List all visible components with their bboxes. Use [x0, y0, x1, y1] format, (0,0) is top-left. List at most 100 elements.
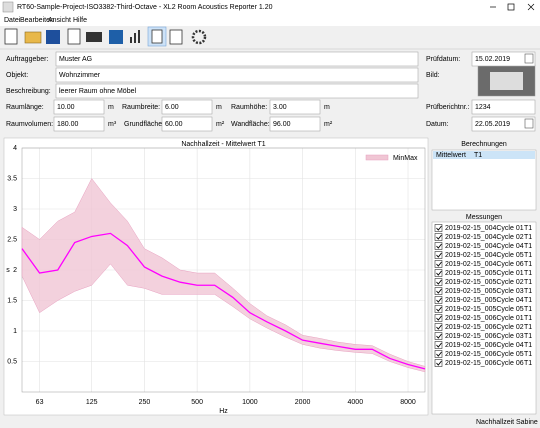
save-icon[interactable] [46, 30, 60, 44]
measurement-name[interactable]: 2019-02-15_004Cycle 01 [445, 225, 524, 232]
new-icon[interactable] [4, 28, 18, 45]
measurement-param[interactable]: T1 [524, 324, 532, 331]
x-tick-label: 500 [191, 399, 203, 406]
maximize[interactable] [507, 3, 515, 11]
measurement-param[interactable]: T1 [524, 225, 532, 232]
calculation-name[interactable]: Mittelwert [436, 152, 466, 159]
text-input[interactable] [55, 51, 419, 67]
measurement-param[interactable]: T1 [524, 252, 532, 259]
input-value: 60.00 [165, 121, 183, 128]
checkmark [436, 360, 442, 366]
print-icon[interactable] [86, 32, 102, 42]
field-label: Grundfläche: [124, 121, 164, 128]
menu-item[interactable]: Bearbeiten [20, 17, 54, 24]
field-label: Wandfläche: [231, 121, 270, 128]
checkbox[interactable] [434, 269, 443, 277]
app-icon [2, 1, 14, 13]
checkbox[interactable] [434, 242, 443, 250]
open-icon[interactable] [24, 31, 42, 44]
unit-label: m [216, 104, 222, 111]
checkbox[interactable] [434, 332, 443, 340]
menu-item[interactable]: Datei [4, 17, 21, 24]
x-tick-label: 1000 [242, 399, 258, 406]
measurement-name[interactable]: 2019-02-15_006Cycle 02 [445, 324, 524, 331]
table-icon[interactable] [169, 29, 183, 45]
measurement-param[interactable]: T1 [524, 360, 532, 367]
x-tick-label: 63 [36, 399, 44, 406]
checkbox[interactable] [434, 323, 443, 331]
x-tick-label: 2000 [295, 399, 311, 406]
title-bar [0, 0, 540, 14]
text-input[interactable] [53, 99, 105, 115]
field-label: Objekt: [6, 72, 28, 79]
text-input[interactable] [269, 99, 321, 115]
preview-icon[interactable] [67, 28, 81, 45]
checkbox[interactable] [434, 233, 443, 241]
menu-item[interactable]: Hilfe [73, 17, 87, 24]
checkbox[interactable] [434, 305, 443, 313]
checkbox[interactable] [434, 224, 443, 232]
checkbox[interactable] [434, 341, 443, 349]
text-input[interactable] [55, 67, 419, 83]
window-controls[interactable] [490, 3, 535, 11]
measurement-param[interactable]: T1 [524, 234, 532, 241]
checkbox[interactable] [434, 296, 443, 304]
measurement-param[interactable]: T1 [524, 243, 532, 250]
measurement-name[interactable]: 2019-02-15_006Cycle 04 [445, 342, 524, 349]
text-input[interactable] [471, 99, 536, 115]
measurement-param[interactable]: T1 [524, 342, 532, 349]
text-input[interactable] [161, 99, 213, 115]
measurement-param[interactable]: T1 [524, 351, 532, 358]
checkbox[interactable] [434, 251, 443, 259]
checkmark [436, 234, 442, 240]
measurement-name[interactable]: 2019-02-15_004Cycle 02 [445, 234, 524, 241]
input-value: 180.00 [57, 121, 79, 128]
checkbox[interactable] [434, 260, 443, 268]
y-tick-label: 1.5 [7, 297, 17, 304]
close[interactable] [527, 3, 535, 11]
text-input[interactable] [55, 83, 419, 99]
checkmark [436, 333, 442, 339]
measurement-name[interactable]: 2019-02-15_005Cycle 01 [445, 270, 524, 277]
checkbox[interactable] [434, 350, 443, 358]
measurement-param[interactable]: T1 [524, 288, 532, 295]
chart-icon[interactable] [130, 30, 140, 43]
measurement-name[interactable]: 2019-02-15_005Cycle 05 [445, 306, 524, 313]
y-tick-label: 4 [13, 145, 17, 152]
measurement-name[interactable]: 2019-02-15_006Cycle 03 [445, 333, 524, 340]
report-icon[interactable] [151, 29, 163, 44]
text-input[interactable] [471, 51, 536, 67]
measurement-name[interactable]: 2019-02-15_005Cycle 02 [445, 279, 524, 286]
measurement-param[interactable]: T1 [524, 297, 532, 304]
checkbox[interactable] [434, 359, 443, 367]
measurement-name[interactable]: 2019-02-15_005Cycle 04 [445, 297, 524, 304]
measurement-name[interactable]: 2019-02-15_004Cycle 05 [445, 252, 524, 259]
measurement-param[interactable]: T1 [524, 333, 532, 340]
calculation-param[interactable]: T1 [474, 152, 482, 159]
checkmark [436, 270, 442, 276]
measurement-param[interactable]: T1 [524, 279, 532, 286]
text-input[interactable] [471, 116, 536, 132]
measurement-param[interactable]: T1 [524, 261, 532, 268]
selected-row[interactable] [433, 151, 535, 159]
measurement-param[interactable]: T1 [524, 270, 532, 277]
settings-icon[interactable] [191, 29, 207, 45]
checkmark [436, 261, 442, 267]
calendar-button[interactable] [524, 118, 534, 129]
unit-label: m [108, 104, 114, 111]
measurement-name[interactable]: 2019-02-15_006Cycle 06 [445, 360, 524, 367]
measurement-name[interactable]: 2019-02-15_006Cycle 01 [445, 315, 524, 322]
measurement-param[interactable]: T1 [524, 315, 532, 322]
menu-item[interactable]: Ansicht [48, 17, 71, 24]
export-icon[interactable] [109, 30, 123, 44]
checkmark [436, 315, 442, 321]
calendar-button[interactable] [524, 53, 534, 64]
checkbox[interactable] [434, 314, 443, 322]
measurement-param[interactable]: T1 [524, 306, 532, 313]
measurement-name[interactable]: 2019-02-15_004Cycle 06 [445, 261, 524, 268]
checkbox[interactable] [434, 278, 443, 286]
measurement-name[interactable]: 2019-02-15_005Cycle 03 [445, 288, 524, 295]
measurement-name[interactable]: 2019-02-15_004Cycle 04 [445, 243, 524, 250]
measurement-name[interactable]: 2019-02-15_006Cycle 05 [445, 351, 524, 358]
checkbox[interactable] [434, 287, 443, 295]
